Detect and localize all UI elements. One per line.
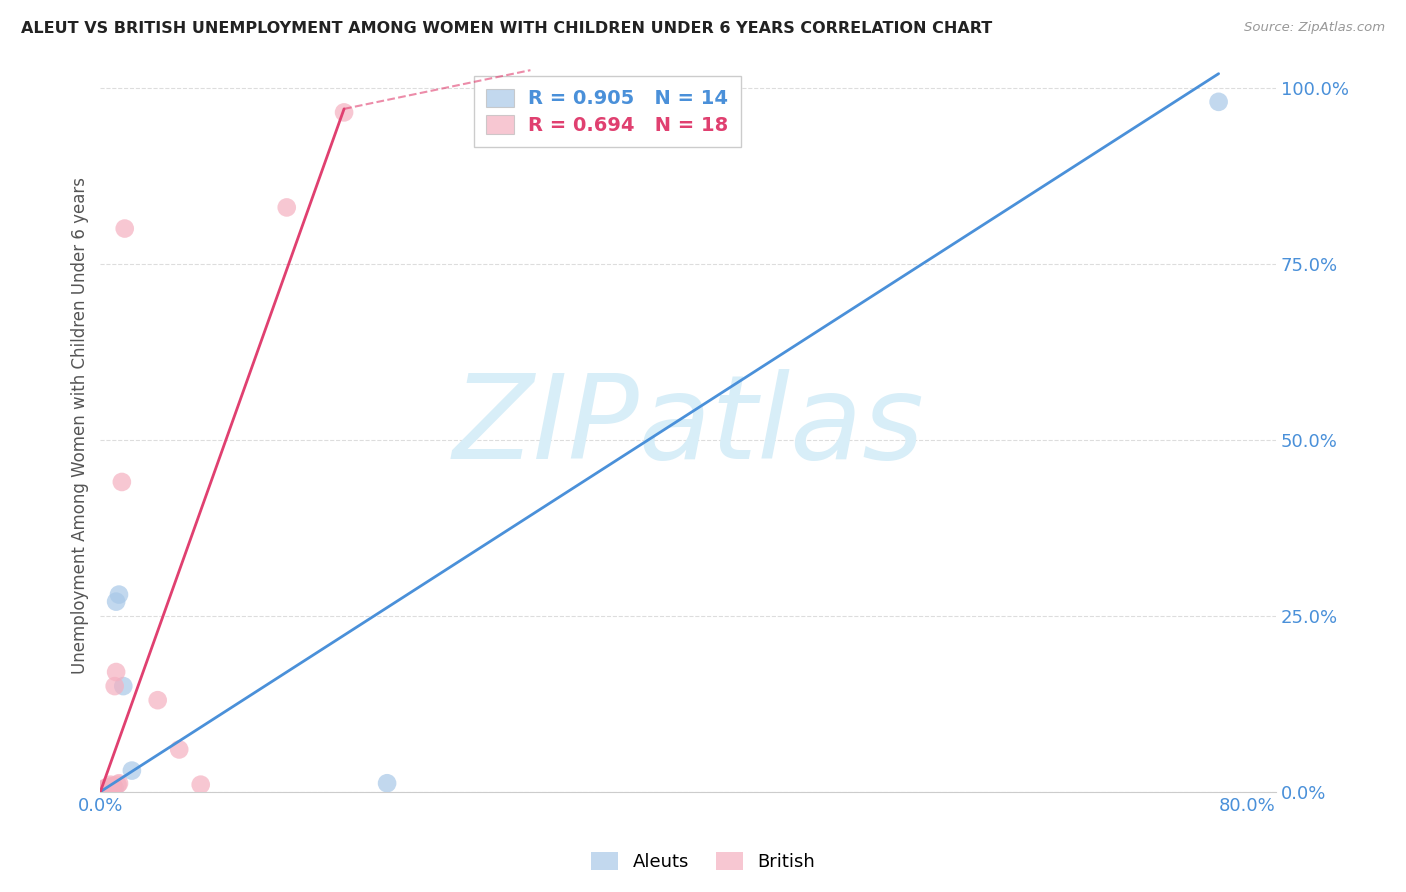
Point [103,779,125,793]
Point [276,201,298,215]
Text: ALEUT VS BRITISH UNEMPLOYMENT AMONG WOMEN WITH CHILDREN UNDER 6 YEARS CORRELATIO: ALEUT VS BRITISH UNEMPLOYMENT AMONG WOME… [21,21,993,36]
Point [375,776,398,790]
Point [105,665,128,679]
Point [108,776,131,790]
Point [111,475,134,489]
Point [112,679,135,693]
Text: Source: ZipAtlas.com: Source: ZipAtlas.com [1244,21,1385,34]
Point [100,778,122,792]
Point [107,778,129,792]
Point [104,781,127,796]
Point [100,781,122,796]
Point [333,105,356,120]
Point [101,780,124,795]
Point [1208,95,1230,109]
Point [104,679,127,693]
Point [121,764,143,778]
Point [94,781,117,796]
Point [94,781,117,796]
Legend: Aleuts, British: Aleuts, British [583,845,823,879]
Point [97,781,120,796]
Point [96,780,118,795]
Legend: R = 0.905   N = 14, R = 0.694   N = 18: R = 0.905 N = 14, R = 0.694 N = 18 [474,76,741,147]
Point [190,778,212,792]
Point [97,781,120,796]
Point [105,594,128,608]
Point [114,221,136,235]
Y-axis label: Unemployment Among Women with Children Under 6 years: Unemployment Among Women with Children U… [72,178,89,674]
Point [103,782,125,797]
Point [101,779,124,793]
Point [93,782,115,797]
Point [93,781,115,796]
Point [108,588,131,602]
Text: ZIPatlas: ZIPatlas [453,368,924,483]
Point [96,783,118,797]
Point [167,742,190,756]
Point [146,693,169,707]
